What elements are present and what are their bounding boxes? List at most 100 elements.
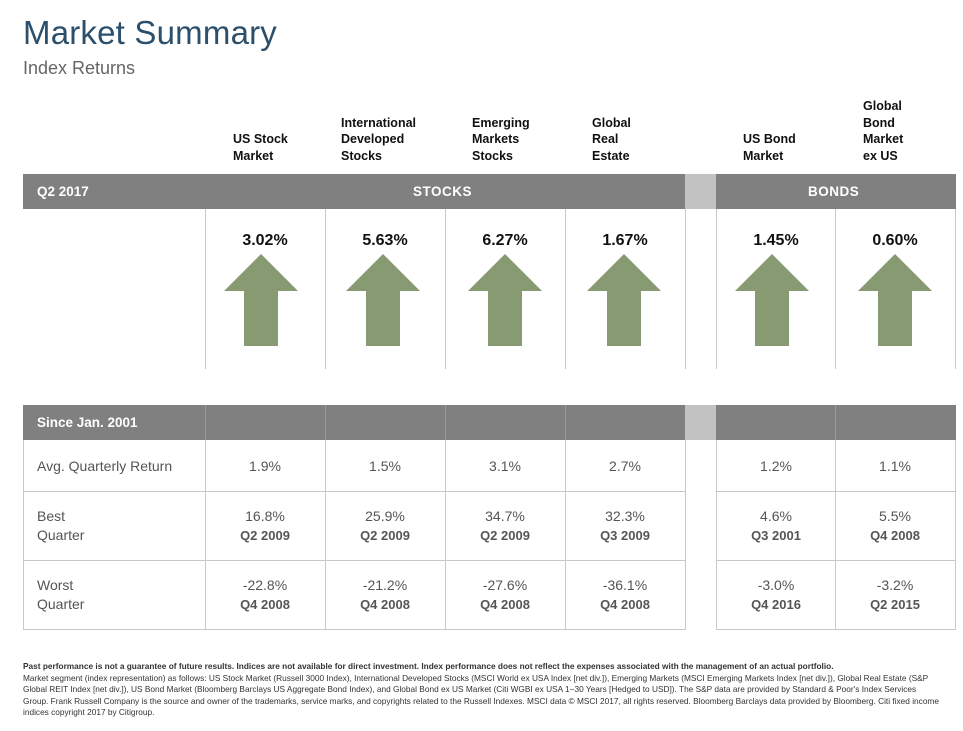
- divider: [23, 629, 686, 630]
- divider: [716, 209, 717, 369]
- best-emerging: 34.7% Q2 2009: [445, 507, 565, 545]
- divider: [716, 629, 956, 630]
- best-value: 32.3%: [605, 508, 645, 524]
- row-label-avg: Avg. Quarterly Return: [37, 458, 173, 474]
- worst-us-stock: -22.8% Q4 2008: [205, 576, 325, 614]
- return-global-bond: 0.60%: [872, 232, 918, 249]
- worst-quarter: Q4 2008: [600, 597, 650, 612]
- worst-us-bond: -3.0% Q4 2016: [716, 576, 836, 614]
- best-quarter: Q4 2008: [870, 528, 920, 543]
- disclaimer-body: Market segment (index representation) as…: [23, 672, 939, 718]
- avg-us-bond: 1.2%: [760, 458, 792, 474]
- band-gap: [685, 174, 716, 209]
- divider: [716, 491, 956, 492]
- return-emerging: 6.27%: [482, 232, 528, 249]
- avg-global-bond: 1.1%: [879, 458, 911, 474]
- worst-quarter: Q4 2008: [480, 597, 530, 612]
- band-divider: [325, 405, 326, 440]
- best-us-stock: 16.8% Q2 2009: [205, 507, 325, 545]
- band-divider: [565, 405, 566, 440]
- divider: [685, 440, 686, 630]
- worst-quarter: Q4 2016: [751, 597, 801, 612]
- page-subtitle: Index Returns: [23, 58, 136, 78]
- disclaimer-lead: Past performance is not a guarantee of f…: [23, 661, 834, 671]
- best-value: 5.5%: [879, 508, 911, 524]
- worst-quarter: Q4 2008: [240, 597, 290, 612]
- best-value: 16.8%: [245, 508, 285, 524]
- return-us-bond: 1.45%: [753, 232, 799, 249]
- return-global-real-estate: 1.67%: [602, 232, 648, 249]
- divider: [325, 440, 326, 630]
- since-band-stocks: Since Jan. 2001: [23, 405, 685, 440]
- divider: [205, 209, 206, 369]
- worst-value: -21.2%: [362, 577, 408, 593]
- worst-value: -27.6%: [482, 577, 528, 593]
- avg-global-real-estate: 2.7%: [609, 458, 641, 474]
- page-title: Market Summary: [23, 14, 278, 51]
- return-us-stock: 3.02%: [242, 232, 288, 249]
- since-label: Since Jan. 2001: [37, 415, 138, 430]
- divider: [205, 440, 206, 630]
- divider: [565, 209, 566, 369]
- best-us-bond: 4.6% Q3 2001: [716, 507, 836, 545]
- worst-intl-developed: -21.2% Q4 2008: [325, 576, 445, 614]
- quarter-period-label: Q2 2017: [37, 184, 89, 199]
- return-intl-developed: 5.63%: [362, 232, 408, 249]
- bonds-label: BONDS: [808, 184, 860, 199]
- quarter-band-bonds: BONDS: [716, 174, 956, 209]
- best-quarter: Q2 2009: [480, 528, 530, 543]
- divider: [565, 440, 566, 630]
- since-band-bonds: [716, 405, 956, 440]
- band-divider: [205, 405, 206, 440]
- worst-value: -3.2%: [876, 577, 914, 593]
- divider: [23, 560, 686, 561]
- column-header-emerging: Emerging Markets Stocks: [472, 115, 530, 163]
- up-arrow-icon: [224, 254, 298, 346]
- column-header-global-bond: Global Bond Market ex US: [863, 99, 904, 163]
- up-arrow-icon: [587, 254, 661, 346]
- best-quarter: Q3 2001: [751, 528, 801, 543]
- column-header-us-stock: US Stock Market: [233, 132, 288, 163]
- divider: [835, 440, 836, 630]
- worst-value: -3.0%: [757, 577, 795, 593]
- best-quarter: Q3 2009: [600, 528, 650, 543]
- avg-us-stock: 1.9%: [249, 458, 281, 474]
- best-quarter: Q2 2009: [240, 528, 290, 543]
- disclaimer-footnote: Past performance is not a guarantee of f…: [23, 661, 943, 719]
- best-global-bond: 5.5% Q4 2008: [835, 507, 955, 545]
- row-label-best: Best Quarter: [37, 508, 85, 543]
- up-arrow-icon: [858, 254, 932, 346]
- column-header-us-bond: US Bond Market: [743, 132, 796, 163]
- divider: [23, 491, 686, 492]
- worst-global-real-estate: -36.1% Q4 2008: [565, 576, 685, 614]
- divider: [835, 209, 836, 369]
- avg-emerging: 3.1%: [489, 458, 521, 474]
- band-divider: [835, 405, 836, 440]
- stocks-label: STOCKS: [413, 184, 473, 199]
- best-value: 4.6%: [760, 508, 792, 524]
- best-global-real-estate: 32.3% Q3 2009: [565, 507, 685, 545]
- band-divider: [445, 405, 446, 440]
- best-quarter: Q2 2009: [360, 528, 410, 543]
- best-intl-developed: 25.9% Q2 2009: [325, 507, 445, 545]
- divider: [445, 440, 446, 630]
- divider: [955, 440, 956, 630]
- worst-global-bond: -3.2% Q2 2015: [835, 576, 955, 614]
- up-arrow-icon: [735, 254, 809, 346]
- divider: [955, 209, 956, 369]
- worst-value: -36.1%: [602, 577, 648, 593]
- divider: [23, 440, 24, 630]
- up-arrow-icon: [346, 254, 420, 346]
- divider: [325, 209, 326, 369]
- avg-intl-developed: 1.5%: [369, 458, 401, 474]
- divider: [716, 440, 717, 630]
- best-value: 34.7%: [485, 508, 525, 524]
- divider: [445, 209, 446, 369]
- up-arrow-icon: [468, 254, 542, 346]
- divider: [716, 560, 956, 561]
- column-header-intl-developed: International Developed Stocks: [341, 115, 417, 163]
- quarter-band-stocks: Q2 2017 STOCKS: [23, 174, 685, 209]
- column-header-global-real-estate: Global Real Estate: [592, 115, 631, 163]
- band-gap: [685, 405, 716, 440]
- divider: [685, 209, 686, 369]
